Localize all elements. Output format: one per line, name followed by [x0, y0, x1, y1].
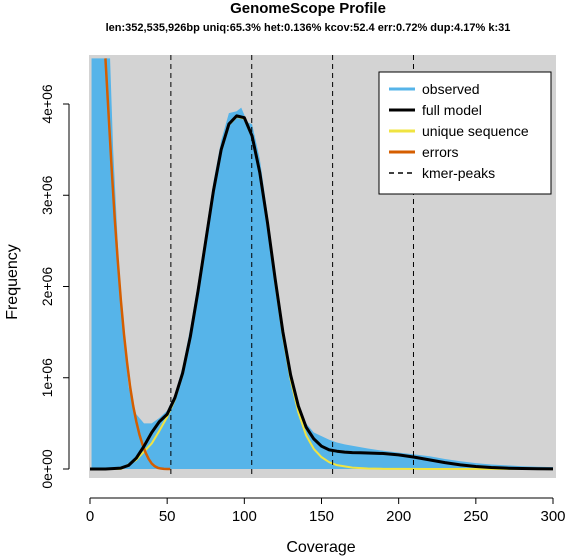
chart-title: GenomeScope Profile — [230, 0, 386, 17]
x-tick-label: 250 — [463, 508, 488, 525]
y-tick-label: 4e+06 — [39, 84, 55, 124]
x-tick-label: 50 — [159, 508, 176, 525]
x-tick-label: 150 — [309, 508, 334, 525]
legend-label: full model — [422, 102, 482, 118]
y-tick-label: 0e+00 — [39, 449, 55, 489]
x-tick-label: 100 — [232, 508, 257, 525]
series-full-model — [90, 114, 554, 471]
y-tick-label: 2e+06 — [39, 267, 55, 307]
y-tick-label: 3e+06 — [39, 175, 55, 215]
x-tick-label: 0 — [86, 508, 94, 525]
legend-label: errors — [422, 144, 459, 160]
x-tick-label: 200 — [386, 508, 411, 525]
y-axis-label: Frequency — [4, 244, 21, 320]
legend-label: unique sequence — [422, 123, 529, 139]
series-observed — [91, 58, 553, 469]
x-axis-label: Coverage — [286, 539, 355, 556]
x-tick-label: 300 — [540, 508, 565, 525]
legend-label: kmer-peaks — [422, 165, 495, 181]
chart-subtitle: len:352,535,926bp uniq:65.3% het:0.136% … — [106, 22, 511, 34]
series-errors — [104, 58, 171, 471]
legend-label: observed — [422, 81, 480, 97]
legend: observed full model unique sequence errors k… — [378, 71, 552, 195]
y-tick-label: 1e+06 — [39, 358, 55, 398]
